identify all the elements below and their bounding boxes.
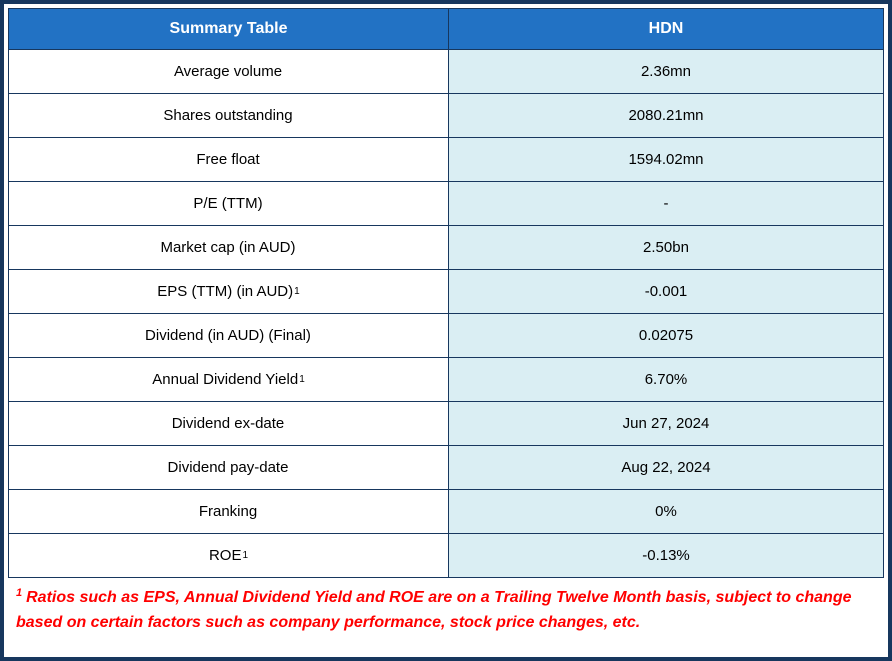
row-label: Dividend ex-date — [9, 402, 449, 445]
table-row: Dividend ex-date Jun 27, 2024 — [9, 402, 883, 446]
row-value: 2080.21mn — [449, 94, 883, 137]
row-value: 2.50bn — [449, 226, 883, 269]
row-label: ROE 1 — [9, 534, 449, 577]
row-label: Average volume — [9, 50, 449, 93]
row-label-text: Market cap (in AUD) — [160, 239, 296, 256]
footnote-text: Ratios such as EPS, Annual Dividend Yiel… — [16, 589, 852, 631]
row-label-text: Free float — [196, 151, 260, 168]
row-value: -0.13% — [449, 534, 883, 577]
table-row: Dividend pay-date Aug 22, 2024 — [9, 446, 883, 490]
row-label: Dividend pay-date — [9, 446, 449, 489]
row-value: Jun 27, 2024 — [449, 402, 883, 445]
summary-table: Summary Table HDN Average volume 2.36mn … — [8, 8, 884, 578]
table-row: Franking 0% — [9, 490, 883, 534]
row-label: Franking — [9, 490, 449, 533]
row-value: 6.70% — [449, 358, 883, 401]
footnote: 1 Ratios such as EPS, Annual Dividend Yie… — [8, 578, 884, 655]
table-row: Free float 1594.02mn — [9, 138, 883, 182]
table-row: Average volume 2.36mn — [9, 50, 883, 94]
row-value: 1594.02mn — [449, 138, 883, 181]
table-row: EPS (TTM) (in AUD) 1 -0.001 — [9, 270, 883, 314]
row-label-text: Dividend pay-date — [167, 459, 289, 476]
row-label-text: ROE — [208, 547, 242, 564]
row-label-text: Dividend (in AUD) (Final) — [145, 327, 311, 344]
row-label: P/E (TTM) — [9, 182, 449, 225]
footnote-superscript: 1 — [16, 586, 23, 599]
row-label: EPS (TTM) (in AUD) 1 — [9, 270, 449, 313]
table-row: ROE 1 -0.13% — [9, 534, 883, 577]
row-label-text: Annual Dividend Yield — [152, 371, 299, 388]
table-row: P/E (TTM) - — [9, 182, 883, 226]
row-label-text: Average volume — [173, 63, 283, 80]
table-header-row: Summary Table HDN — [9, 9, 883, 50]
header-cell-summary-table: Summary Table — [9, 9, 449, 49]
row-label-text: Franking — [198, 503, 258, 520]
header-cell-ticker: HDN — [449, 9, 883, 49]
table-row: Market cap (in AUD) 2.50bn — [9, 226, 883, 270]
row-label: Market cap (in AUD) — [9, 226, 449, 269]
table-row: Annual Dividend Yield 1 6.70% — [9, 358, 883, 402]
row-label-text: P/E (TTM) — [193, 195, 263, 212]
row-value: Aug 22, 2024 — [449, 446, 883, 489]
row-value: 0% — [449, 490, 883, 533]
row-value: 2.36mn — [449, 50, 883, 93]
row-label: Annual Dividend Yield 1 — [9, 358, 449, 401]
row-value: - — [449, 182, 883, 225]
row-label-text: EPS (TTM) (in AUD) — [157, 283, 294, 300]
row-value: -0.001 — [449, 270, 883, 313]
row-label: Dividend (in AUD) (Final) — [9, 314, 449, 357]
row-label: Shares outstanding — [9, 94, 449, 137]
row-label-text: Dividend ex-date — [171, 415, 285, 432]
row-label: Free float — [9, 138, 449, 181]
table-row: Shares outstanding 2080.21mn — [9, 94, 883, 138]
table-row: Dividend (in AUD) (Final) 0.02075 — [9, 314, 883, 358]
row-value: 0.02075 — [449, 314, 883, 357]
row-label-text: Shares outstanding — [163, 107, 293, 124]
